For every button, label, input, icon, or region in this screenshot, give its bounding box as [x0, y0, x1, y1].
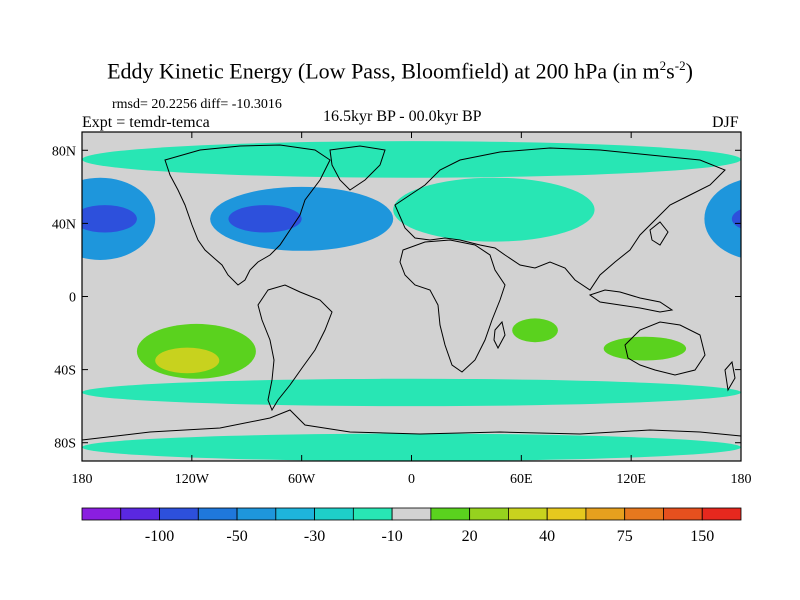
region-south-pacific-core	[155, 347, 220, 374]
colorbar-swatch	[236, 507, 277, 521]
x-tick-label: 120E	[616, 472, 646, 487]
colorbar-swatch	[314, 507, 354, 521]
coast-japan	[649, 221, 669, 246]
colorbar-swatch	[81, 507, 122, 521]
season-label: DJF	[712, 114, 739, 131]
x-tick-label: 60W	[288, 472, 316, 487]
coast-australia	[624, 321, 706, 376]
field-background	[82, 132, 741, 461]
stats-label: rmsd= 20.2256 diff= -10.3016	[112, 97, 282, 112]
coast-south-america	[257, 284, 333, 412]
colorbar-label: -30	[304, 528, 325, 545]
colorbar-swatch	[120, 507, 160, 521]
coast-madagascar	[493, 320, 506, 350]
region-eurasia-jet	[393, 177, 595, 242]
coast-africa	[399, 239, 506, 373]
colorbar-swatch	[469, 507, 509, 521]
colorbar-swatch	[585, 507, 626, 521]
coast-north-america	[164, 144, 331, 286]
colorbar-label: 20	[462, 528, 478, 545]
x-tick-label: 0	[408, 472, 415, 487]
region-north-pacific-core	[82, 205, 137, 233]
colorbar: -100 -50 -30 -10 20 40 75 150	[81, 507, 742, 545]
colorbar-label: -10	[381, 528, 402, 545]
region-indian-ocean-positive	[512, 318, 558, 343]
region-arctic-band	[82, 141, 741, 178]
coast-maritime-asia	[588, 289, 674, 313]
colorbar-swatch	[197, 507, 238, 521]
region-antarctic-band	[82, 433, 741, 461]
coast-eurasia	[394, 147, 726, 291]
y-tick-label: 0	[69, 291, 76, 306]
chart-title: Eddy Kinetic Energy (Low Pass, Bloomfiel…	[107, 58, 693, 84]
colorbar-label: 75	[617, 528, 633, 545]
colorbar-swatch	[159, 507, 199, 521]
axis-labels: 180 120W 60W 0 60E 120E 180 80N 40N 0 40S 80S	[52, 144, 752, 487]
experiment-label: Expt = temdr-temca	[82, 114, 210, 131]
colorbar-label: -100	[145, 528, 174, 545]
region-north-atlantic-core	[228, 205, 302, 233]
colorbar-swatch	[275, 507, 315, 521]
map-field	[82, 132, 741, 461]
y-tick-label: 80S	[54, 437, 76, 452]
axis-ticks	[81, 132, 742, 461]
region-north-pacific-jet	[704, 180, 741, 258]
coast-antarctica	[82, 409, 741, 441]
colorbar-swatch	[391, 507, 432, 521]
colorbar-swatch	[352, 507, 393, 521]
coast-greenland	[329, 145, 386, 191]
coast-new-zealand	[724, 360, 736, 392]
colorbar-swatch	[701, 507, 742, 521]
colorbar-label: -50	[226, 528, 247, 545]
y-tick-label: 40S	[54, 364, 76, 379]
region-australia-positive	[603, 336, 687, 361]
colorbar-swatch	[430, 507, 471, 521]
colorbar-swatch	[624, 507, 664, 521]
colorbar-label: 150	[690, 528, 714, 545]
colorbar-swatch	[508, 507, 548, 521]
region-north-atlantic-jet	[210, 186, 394, 251]
colorbar-swatch	[546, 507, 587, 521]
colorbar-swatch	[663, 507, 703, 521]
x-tick-label: 180	[72, 472, 93, 487]
x-tick-label: 180	[731, 472, 752, 487]
y-tick-label: 40N	[52, 217, 76, 232]
y-tick-label: 80N	[52, 144, 76, 159]
period-label: 16.5kyr BP - 00.0kyr BP	[323, 108, 482, 125]
x-tick-label: 120W	[175, 472, 210, 487]
x-tick-label: 60E	[510, 472, 533, 487]
colorbar-label: 40	[539, 528, 555, 545]
coastlines	[82, 144, 741, 441]
region-southern-ocean-band	[82, 378, 741, 407]
